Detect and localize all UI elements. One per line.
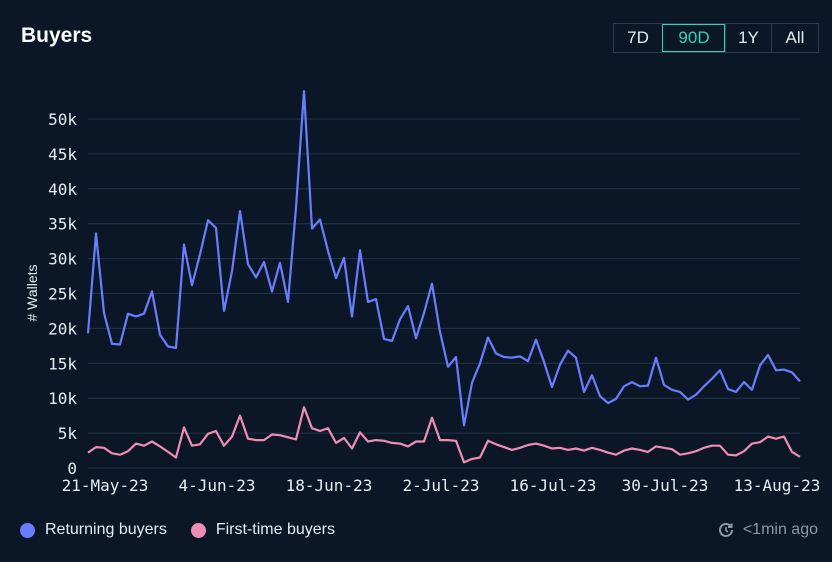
y-tick-label: 45k — [48, 145, 77, 164]
y-tick-label: 0 — [67, 459, 77, 478]
y-tick-label: 50k — [48, 110, 77, 129]
legend-label-returning: Returning buyers — [45, 521, 167, 538]
range-7d-button[interactable]: 7D — [627, 28, 649, 47]
y-tick-label: 10k — [48, 389, 77, 408]
page-title: Buyers — [21, 24, 93, 47]
x-tick-label: 13-Aug-23 — [734, 476, 821, 495]
refresh-clock-icon — [718, 523, 733, 537]
x-tick-label: 2-Jul-23 — [402, 476, 479, 495]
last-updated-text: <1min ago — [742, 521, 818, 538]
x-tick-label: 18-Jun-23 — [286, 476, 373, 495]
y-tick-label: 30k — [48, 250, 77, 269]
legend-item-returning[interactable]: Returning buyers — [20, 521, 167, 539]
last-updated: <1min ago — [717, 521, 818, 539]
x-tick-label: 16-Jul-23 — [510, 476, 597, 495]
x-tick-label: 4-Jun-23 — [178, 476, 255, 495]
first-time-buyers-swatch — [190, 522, 206, 538]
y-tick-label: 20k — [48, 319, 77, 338]
range-all-button[interactable]: All — [771, 24, 818, 52]
range-90d-button[interactable]: 90D — [662, 24, 725, 52]
y-axis-label: # Wallets — [24, 264, 40, 321]
legend-label-first-time: First-time buyers — [215, 521, 335, 538]
y-tick-label: 35k — [48, 215, 77, 234]
y-tick-label: 40k — [48, 180, 77, 199]
x-tick-label: 21-May-23 — [62, 476, 149, 495]
returning-buyers-line — [86, 90, 801, 427]
buyers-line-chart: 0 5k 10k 15k 20k 25k 30k 35k 40k 45k 50k # Wallets 2… — [24, 90, 821, 495]
chart-legend: Returning buyers First-time buyers — [20, 521, 359, 539]
returning-buyers-swatch — [20, 522, 35, 538]
x-tick-label: 30-Jul-23 — [622, 476, 709, 495]
y-tick-label: 5k — [58, 424, 78, 443]
y-tick-label: 25k — [48, 285, 77, 304]
time-range-selector: 7D 90D 1Y All — [613, 23, 819, 53]
legend-item-first-time[interactable]: First-time buyers — [190, 521, 335, 539]
first-time-buyers-line — [87, 406, 801, 464]
y-tick-label: 15k — [48, 354, 77, 373]
range-1y-button[interactable]: 1Y — [725, 24, 771, 52]
